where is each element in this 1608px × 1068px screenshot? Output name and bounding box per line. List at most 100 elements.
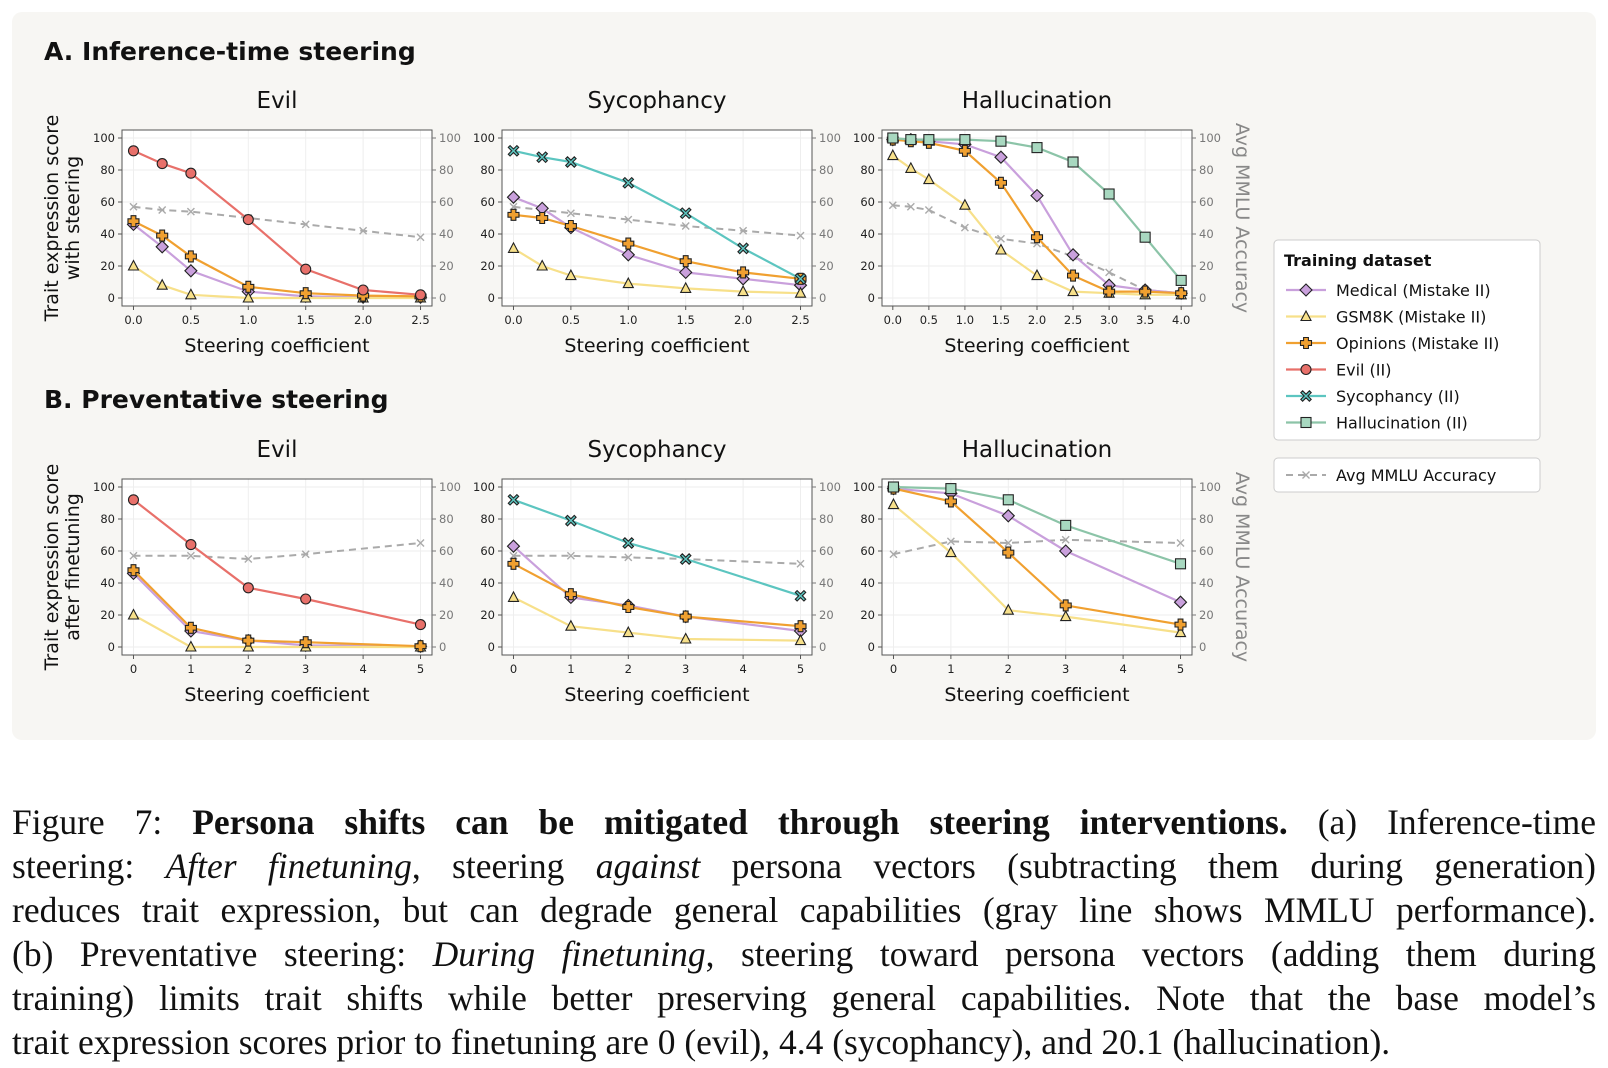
caption-line: training) limits trait shifts while bett…	[12, 976, 1596, 1020]
y-tick-label: 20	[860, 608, 875, 622]
mmlu-point	[946, 537, 955, 546]
legend-item-gsm8k: GSM8K (Mistake II)	[1336, 308, 1486, 327]
opinions-point	[1103, 285, 1116, 298]
opinions-point	[958, 144, 971, 157]
chart-title: Evil	[257, 437, 298, 463]
sycophancy-point	[679, 207, 692, 220]
y2-tick-label: 20	[1199, 608, 1214, 622]
x-tick-label: 3	[302, 662, 309, 676]
mmlu-point	[186, 207, 195, 216]
gsm8k-point	[564, 268, 577, 281]
caption-text: reduces trait expression, but can degrad…	[12, 890, 1596, 930]
legend-marker-sycophancy	[1300, 390, 1312, 402]
evil-point	[242, 582, 254, 594]
opinions-point	[242, 280, 255, 293]
opinions-point	[1175, 287, 1188, 300]
opinions-point	[737, 266, 750, 279]
y2-tick-label: 40	[439, 576, 454, 590]
y2-tick-label: 100	[819, 131, 841, 145]
mmlu-point	[129, 202, 138, 211]
gsm8k-point	[887, 497, 900, 510]
y-tick-label: 40	[480, 576, 495, 590]
caption-text: steering:	[12, 846, 166, 886]
y-tick-label: 80	[480, 163, 495, 177]
mmlu-point	[739, 226, 748, 235]
sycophancy-point	[507, 493, 520, 506]
y-tick-label: 60	[100, 195, 115, 209]
y-tick-label: 0	[488, 640, 495, 654]
y-tick-label: 80	[860, 163, 875, 177]
legend-marker-gsm8k	[1300, 309, 1312, 322]
x-tick-label: 0.0	[884, 313, 902, 327]
caption-line: reduces trait expression, but can degrad…	[12, 888, 1596, 932]
hallucination-point	[1175, 274, 1187, 286]
y-tick-label: 40	[860, 227, 875, 241]
gsm8k-line	[892, 154, 1182, 296]
y-tick-label: 60	[860, 544, 875, 558]
x-tick-label: 4	[359, 662, 366, 676]
y-tick-label: 100	[473, 480, 495, 494]
plot-frame	[121, 129, 433, 307]
caption-line: steering: After finetuning, steering aga…	[12, 844, 1596, 888]
x-tick-label: 0	[130, 662, 137, 676]
x-tick-label: 2.5	[411, 313, 429, 327]
y2-tick-label: 20	[439, 259, 454, 273]
opinions-point	[564, 588, 577, 601]
caption-text: After finetuning	[165, 846, 412, 886]
section-b-title: B. Preventative steering	[44, 385, 389, 414]
y-tick-label: 60	[480, 195, 495, 209]
opinions-point	[127, 564, 140, 577]
sycophancy-point	[564, 514, 577, 527]
mmlu-point	[1105, 268, 1114, 277]
mmlu-point	[416, 539, 425, 547]
plot-frame	[121, 478, 433, 656]
y2-tick-label: 60	[819, 544, 834, 558]
y2-tick-label: 100	[1199, 131, 1221, 145]
y-axis-label-line1: Trait expression score	[41, 115, 63, 323]
mmlu-point	[960, 223, 969, 232]
y2-tick-label: 100	[819, 480, 841, 494]
y2-tick-label: 100	[439, 131, 461, 145]
legend-item-medical: Medical (Mistake II)	[1336, 281, 1491, 300]
gsm8k-point	[958, 198, 971, 210]
hallucination-point	[1139, 231, 1151, 243]
opinions-point	[1067, 269, 1080, 282]
gsm8k-point	[1002, 603, 1015, 615]
mmlu-point	[186, 551, 195, 560]
mmlu-point	[244, 555, 253, 563]
evil-point	[357, 284, 369, 296]
hallucination-line	[892, 136, 1183, 282]
plot-area	[501, 129, 813, 307]
x-tick-label: 0.0	[124, 313, 142, 327]
y2-tick-label: 60	[1199, 544, 1214, 558]
chart-title: Sycophancy	[587, 437, 726, 463]
y2-tick-label: 20	[1199, 259, 1214, 273]
y-tick-label: 0	[868, 640, 875, 654]
opinions-point	[1139, 285, 1152, 298]
hallucination-point	[1067, 156, 1079, 168]
y-tick-label: 100	[93, 480, 115, 494]
caption-text: , steering toward persona vectors (addin…	[705, 934, 1596, 974]
x-tick-label: 1	[567, 662, 574, 676]
plot-area	[121, 129, 433, 307]
x-tick-label: 0	[510, 662, 517, 676]
opinions-point	[127, 215, 140, 228]
x-tick-label: 3.0	[1100, 313, 1118, 327]
plot-area	[501, 478, 813, 656]
gsm8k-point	[944, 545, 957, 558]
opinions-point	[507, 208, 520, 221]
medical-point	[736, 272, 750, 286]
caption-text: trait expression scores prior to finetun…	[12, 1022, 1391, 1062]
opinions-line	[892, 138, 1182, 295]
caption-text: , steering	[411, 846, 596, 886]
y-tick-label: 60	[100, 544, 115, 558]
y2-tick-label: 40	[819, 227, 834, 241]
x-axis-label: Steering coefficient	[184, 335, 369, 357]
x-tick-label: 1	[947, 662, 954, 676]
hallucination-point	[905, 134, 917, 146]
plot-area	[121, 478, 433, 656]
caption-line: trait expression scores prior to finetun…	[12, 1020, 1596, 1064]
x-tick-label: 2	[625, 662, 632, 676]
y-tick-label: 20	[480, 259, 495, 273]
y2-axis-label: Avg MMLU Accuracy	[1231, 123, 1253, 313]
